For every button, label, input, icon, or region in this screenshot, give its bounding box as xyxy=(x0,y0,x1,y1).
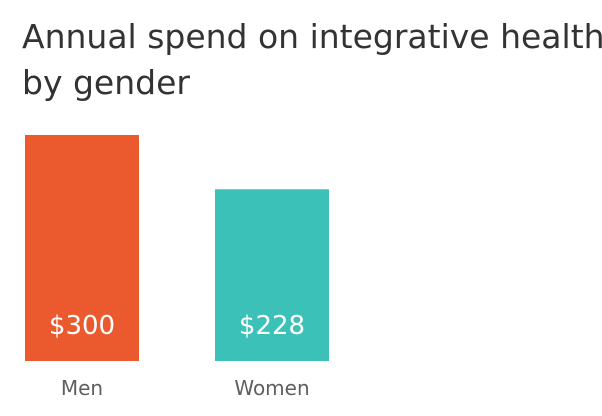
bar-value-label-men: $300 xyxy=(49,311,115,341)
chart-title: Annual spend on integrative health by ge… xyxy=(22,14,602,106)
x-tick-label-men: Men xyxy=(61,376,103,400)
x-tick-label-women: Women xyxy=(234,376,309,400)
chart-title-line-1: Annual spend on integrative health xyxy=(22,17,602,56)
chart-title-line-2: by gender xyxy=(22,63,190,102)
bar-women xyxy=(215,189,329,361)
bar-value-label-women: $228 xyxy=(239,311,305,341)
bar-men xyxy=(25,135,139,361)
